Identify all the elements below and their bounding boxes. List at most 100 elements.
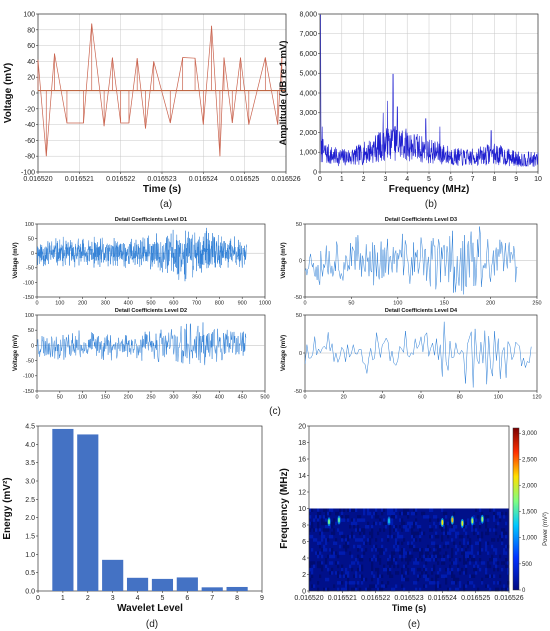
- y-axis-label: Energy (mV²): [2, 477, 13, 539]
- spectrogram-cell: [375, 508, 378, 512]
- spectrogram-cell: [375, 567, 378, 572]
- spectrogram-cell: [447, 541, 450, 545]
- x-tick-label: 120: [532, 395, 541, 401]
- spectrogram-cell: [367, 538, 370, 542]
- spectrogram-cell: [417, 525, 420, 529]
- spectrogram-cell: [505, 551, 508, 555]
- spectrogram-cell: [409, 525, 412, 529]
- spectrogram-cell: [361, 548, 364, 552]
- spectrogram-cell: [413, 511, 416, 516]
- spectrogram-cell: [373, 521, 376, 526]
- spectrogram-cell: [495, 525, 498, 529]
- spectrogram-cell: [321, 538, 324, 542]
- spectrogram-cell: [463, 561, 466, 565]
- y-tick-label: 100: [23, 11, 35, 18]
- spectrogram-cell: [403, 521, 406, 526]
- spectrogram-cell: [495, 531, 498, 536]
- spectrogram-cell: [407, 508, 410, 512]
- spectrogram-cell: [501, 587, 504, 592]
- spectrogram-cell: [445, 567, 448, 572]
- spectrogram-cell: [459, 581, 462, 585]
- spectrogram-cell: [407, 551, 410, 555]
- spectrogram-cell: [455, 558, 458, 562]
- spectrogram-cell: [467, 558, 470, 562]
- spectrogram-cell: [505, 587, 508, 592]
- spectrogram-cell: [433, 548, 436, 552]
- spectrogram-cell: [413, 567, 416, 572]
- x-tick-label: 0.016522: [106, 176, 135, 183]
- spectrogram-cell: [503, 561, 506, 565]
- spectrogram-cell: [481, 548, 484, 552]
- x-tick-label: 8: [235, 595, 239, 602]
- spectrogram-cell: [451, 548, 454, 552]
- spectrogram-cell: [501, 528, 504, 532]
- spectrogram-cell: [461, 551, 464, 555]
- spectrogram-cell: [463, 538, 466, 542]
- spectrogram-cell: [505, 558, 508, 562]
- spectrogram-cell: [341, 564, 344, 569]
- y-axis-label: Amplitude (dB re 1 mV): [278, 40, 289, 145]
- spectrogram-cell: [473, 574, 476, 578]
- spectrogram-cell: [473, 521, 476, 526]
- spectrogram-cell: [391, 508, 394, 512]
- spectrogram-cell: [417, 548, 420, 552]
- spectrogram-cell: [393, 534, 396, 539]
- spectrogram-cell: [351, 587, 354, 592]
- y-tick-label: -100: [21, 169, 35, 176]
- x-tick-label: 80: [457, 395, 463, 401]
- spectrogram-cell: [373, 554, 376, 559]
- spectrogram-cell: [433, 541, 436, 545]
- spectrogram-cell: [411, 567, 414, 572]
- spectrogram-cell: [397, 571, 400, 575]
- spectrogram-cell: [313, 561, 316, 565]
- y-axis-label: Frequency (MHz): [279, 468, 290, 549]
- spectrogram-cell: [353, 581, 356, 585]
- spectrogram-cell: [311, 561, 314, 565]
- power-hotspot-core: [338, 517, 340, 523]
- spectrogram-cell: [453, 525, 456, 529]
- spectrogram-cell: [347, 587, 350, 592]
- spectrogram-cell: [355, 587, 358, 592]
- y-tick-label: -50: [294, 389, 302, 395]
- spectrogram-cell: [405, 528, 408, 532]
- spectrogram-cell: [361, 538, 364, 542]
- spectrogram-cell: [431, 567, 434, 572]
- spectrogram-cell: [435, 544, 438, 549]
- spectrogram-cell: [435, 577, 438, 582]
- spectrogram-cell: [391, 574, 394, 578]
- spectrogram-cell: [471, 581, 474, 585]
- spectrogram-cell: [353, 518, 356, 522]
- spectrogram-cell: [321, 534, 324, 539]
- spectrogram-cell: [461, 548, 464, 552]
- spectrogram-cell: [443, 531, 446, 536]
- plot-frame: [36, 314, 266, 392]
- bar-level-8: [226, 586, 248, 591]
- spectrogram-cell: [471, 544, 474, 549]
- colorbar-tick-label: 1,000: [522, 536, 538, 542]
- spectrogram-cell: [327, 511, 330, 516]
- spectrogram-cell: [325, 511, 328, 516]
- spectrogram-cell: [403, 574, 406, 578]
- colorbar-scale: [512, 427, 520, 591]
- spectrogram-cell: [469, 574, 472, 578]
- spectrogram-cell: [347, 584, 350, 588]
- spectrogram-cell: [425, 577, 428, 582]
- spectrogram-cell: [493, 511, 496, 516]
- spectrogram-cell: [357, 567, 360, 572]
- spectrogram-cell: [347, 515, 350, 519]
- spectrogram-cell: [389, 554, 392, 559]
- spectrogram-cell: [475, 561, 478, 565]
- spectrogram-cell: [389, 525, 392, 529]
- spectrogram-cell: [413, 531, 416, 536]
- spectrogram-cell: [413, 581, 416, 585]
- chart-a: 0.016520 0.016521 0.016522 0.016523 0.016524…: [3, 11, 301, 195]
- spectrogram-cell: [357, 544, 360, 549]
- spectrogram-cell: [463, 587, 466, 592]
- spectrogram-cell: [363, 511, 366, 516]
- spectrogram-cell: [439, 584, 442, 588]
- spectrogram-cell: [337, 511, 340, 516]
- spectrogram-cell: [413, 548, 416, 552]
- spectrogram-cell: [311, 534, 314, 539]
- spectrogram-cell: [385, 525, 388, 529]
- spectrogram-cell: [357, 518, 360, 522]
